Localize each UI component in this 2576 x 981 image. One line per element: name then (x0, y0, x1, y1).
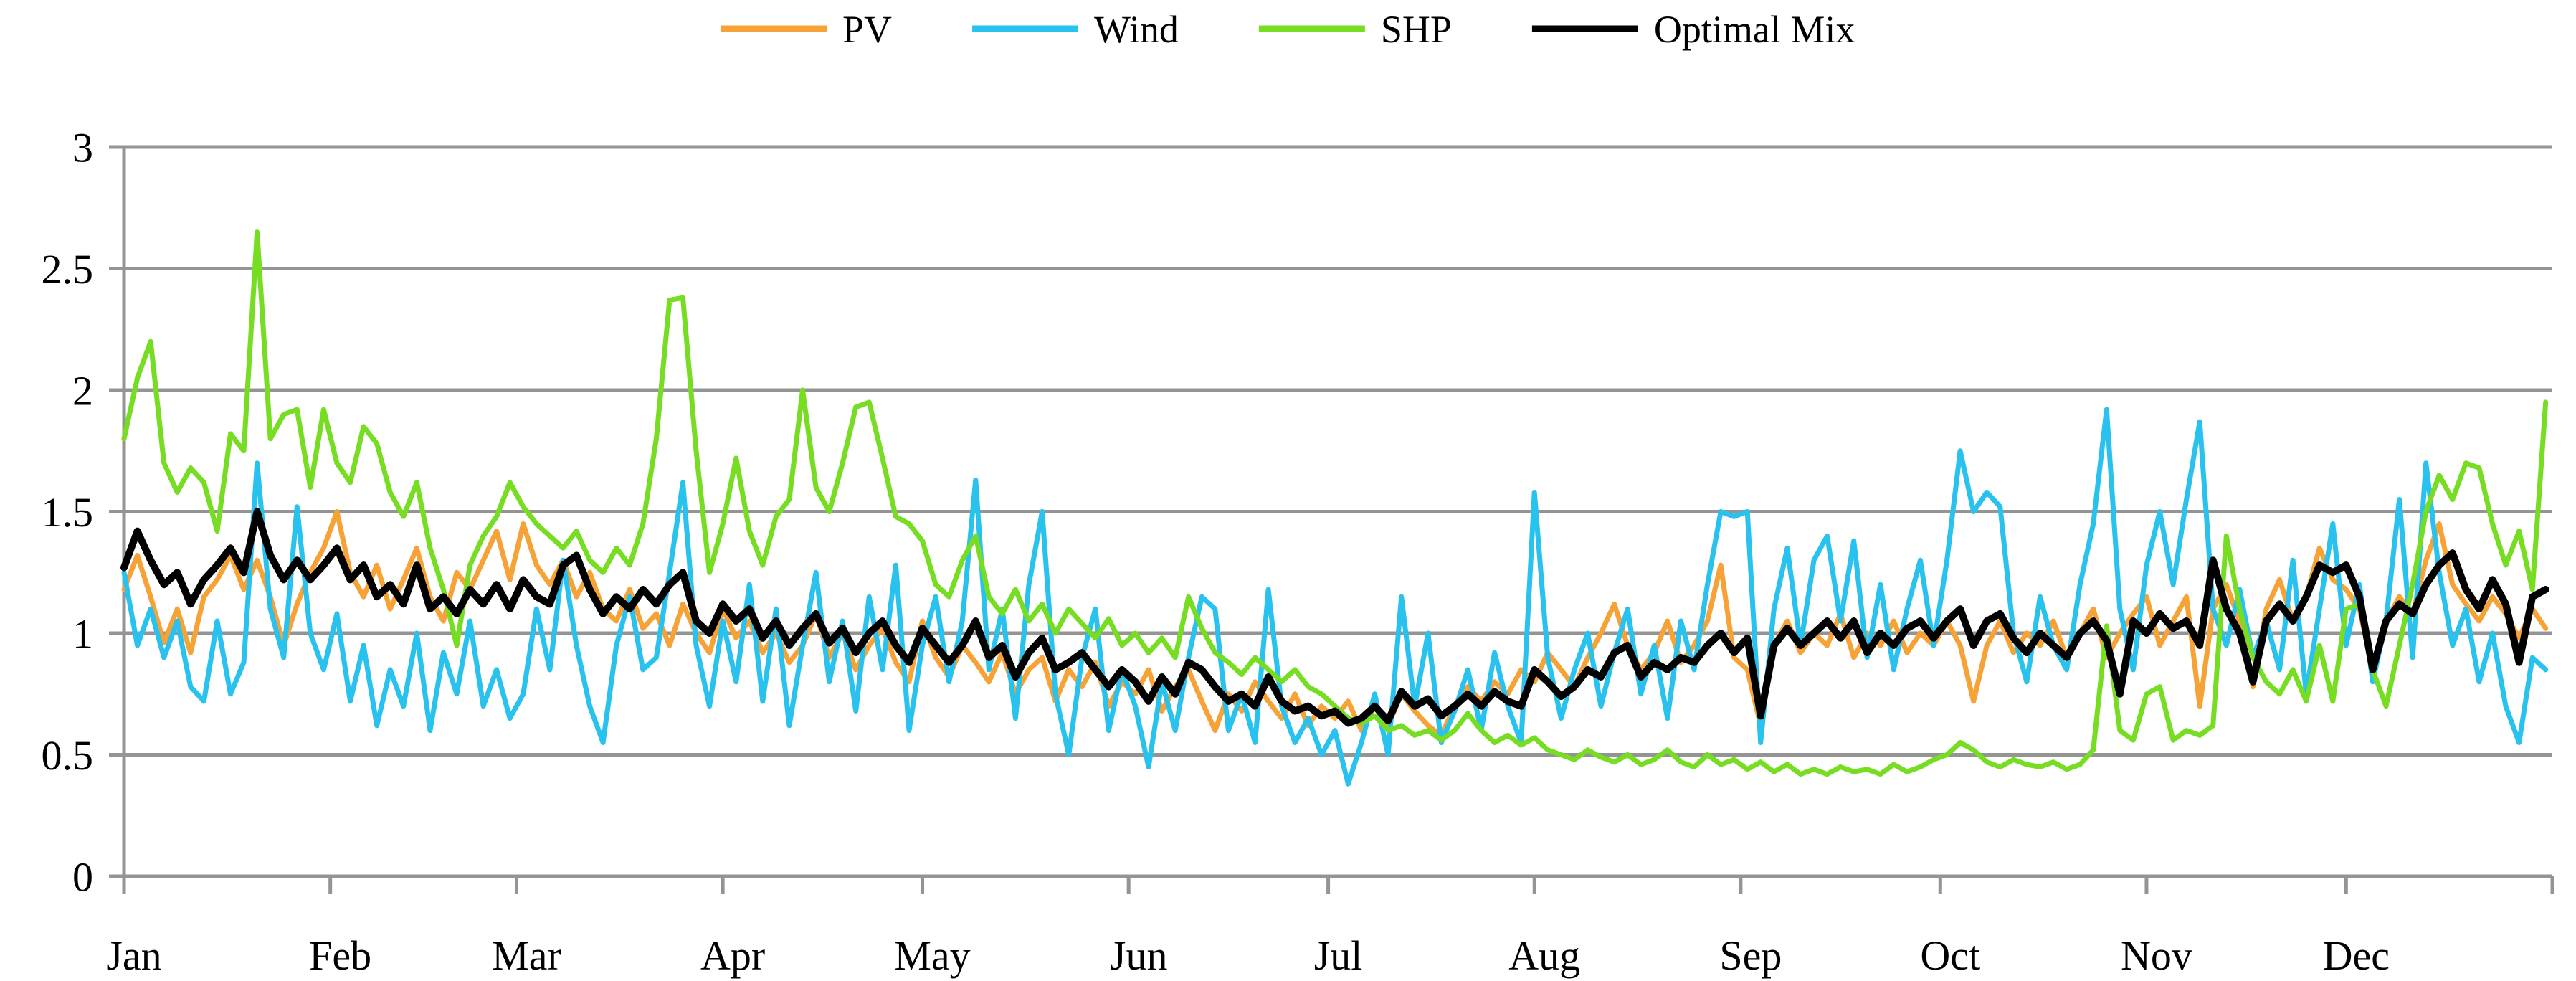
x-tick-label-jun: Jun (1110, 932, 1168, 979)
y-tick-label-2: 2 (72, 367, 93, 414)
x-tick-label-jan: Jan (106, 932, 161, 979)
legend-label-optimal-mix: Optimal Mix (1654, 8, 1855, 51)
legend: PV Wind SHP Optimal Mix (721, 8, 1855, 51)
x-tick-label-feb: Feb (309, 932, 371, 979)
gridlines (109, 145, 2552, 878)
y-tick-label-0.5: 0.5 (42, 732, 94, 779)
x-tick-label-may: May (894, 932, 970, 979)
y-tick-label-0: 0 (72, 853, 93, 900)
x-tick-label-jul: Jul (1314, 932, 1363, 979)
series-line-optimal-mix (120, 508, 2549, 727)
legend-label-pv: PV (842, 8, 892, 51)
y-tick-label-3: 3 (72, 124, 93, 171)
legend-label-shp: SHP (1381, 8, 1452, 51)
x-tick-label-apr: Apr (700, 932, 765, 979)
y-tick-label-2.5: 2.5 (42, 246, 94, 293)
axes (122, 147, 2554, 894)
legend-row: PV Wind SHP Optimal Mix (721, 8, 1855, 51)
legend-label-wind: Wind (1094, 8, 1179, 51)
series-line-shp (121, 229, 2549, 777)
x-tick-label-nov: Nov (2121, 932, 2192, 979)
x-tick-label-mar: Mar (492, 932, 561, 979)
axis-labels: 0 0.5 1 1.5 2 2.5 3 Jan Feb Mar Apr May Jun Jul Aug Sep… (42, 124, 2390, 979)
x-tick-label-sep: Sep (1719, 932, 1782, 979)
y-tick-label-1: 1 (72, 610, 93, 657)
series-line-wind (121, 407, 2549, 787)
y-tick-label-1.5: 1.5 (42, 489, 94, 536)
x-tick-label-oct: Oct (1920, 932, 1980, 979)
series-lines (120, 229, 2549, 787)
x-tick-label-aug: Aug (1508, 932, 1580, 979)
x-tick-label-dec: Dec (2323, 932, 2390, 979)
